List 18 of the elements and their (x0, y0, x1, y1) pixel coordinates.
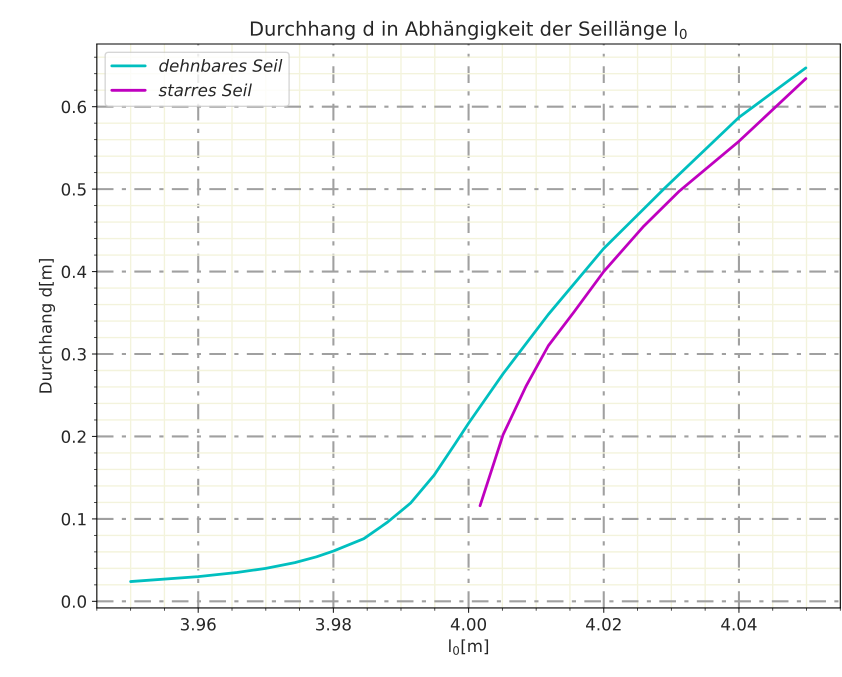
legend-label: starres Seil (158, 83, 252, 96)
y-tick-label: 0.3 (62, 348, 86, 361)
x-tick-label: 4.00 (450, 618, 486, 631)
y-axis-title: Durchhang d[m] (38, 259, 56, 393)
y-tick-label: 0.1 (62, 512, 86, 526)
x-tick-label: 4.02 (586, 618, 621, 631)
y-tick-label: 0.2 (62, 430, 86, 444)
x-tick-label: 3.96 (180, 618, 216, 631)
y-tick-label: 0.6 (62, 100, 86, 114)
x-tick-label: 3.98 (316, 618, 351, 631)
chart-title: Durchhang d in Abhängigkeit der Seillänge l$_{0}$ (250, 20, 687, 40)
y-tick-label: 0.5 (62, 183, 86, 196)
x-tick-label: 4.04 (721, 618, 757, 631)
y-tick-label: 0.4 (62, 266, 86, 278)
line-series (478, 77, 808, 508)
x-axis-title: l$_{0}$[m] (449, 639, 488, 655)
legend-label: dehnbares Seil (159, 59, 282, 72)
y-tick-label: 0.0 (62, 595, 86, 608)
